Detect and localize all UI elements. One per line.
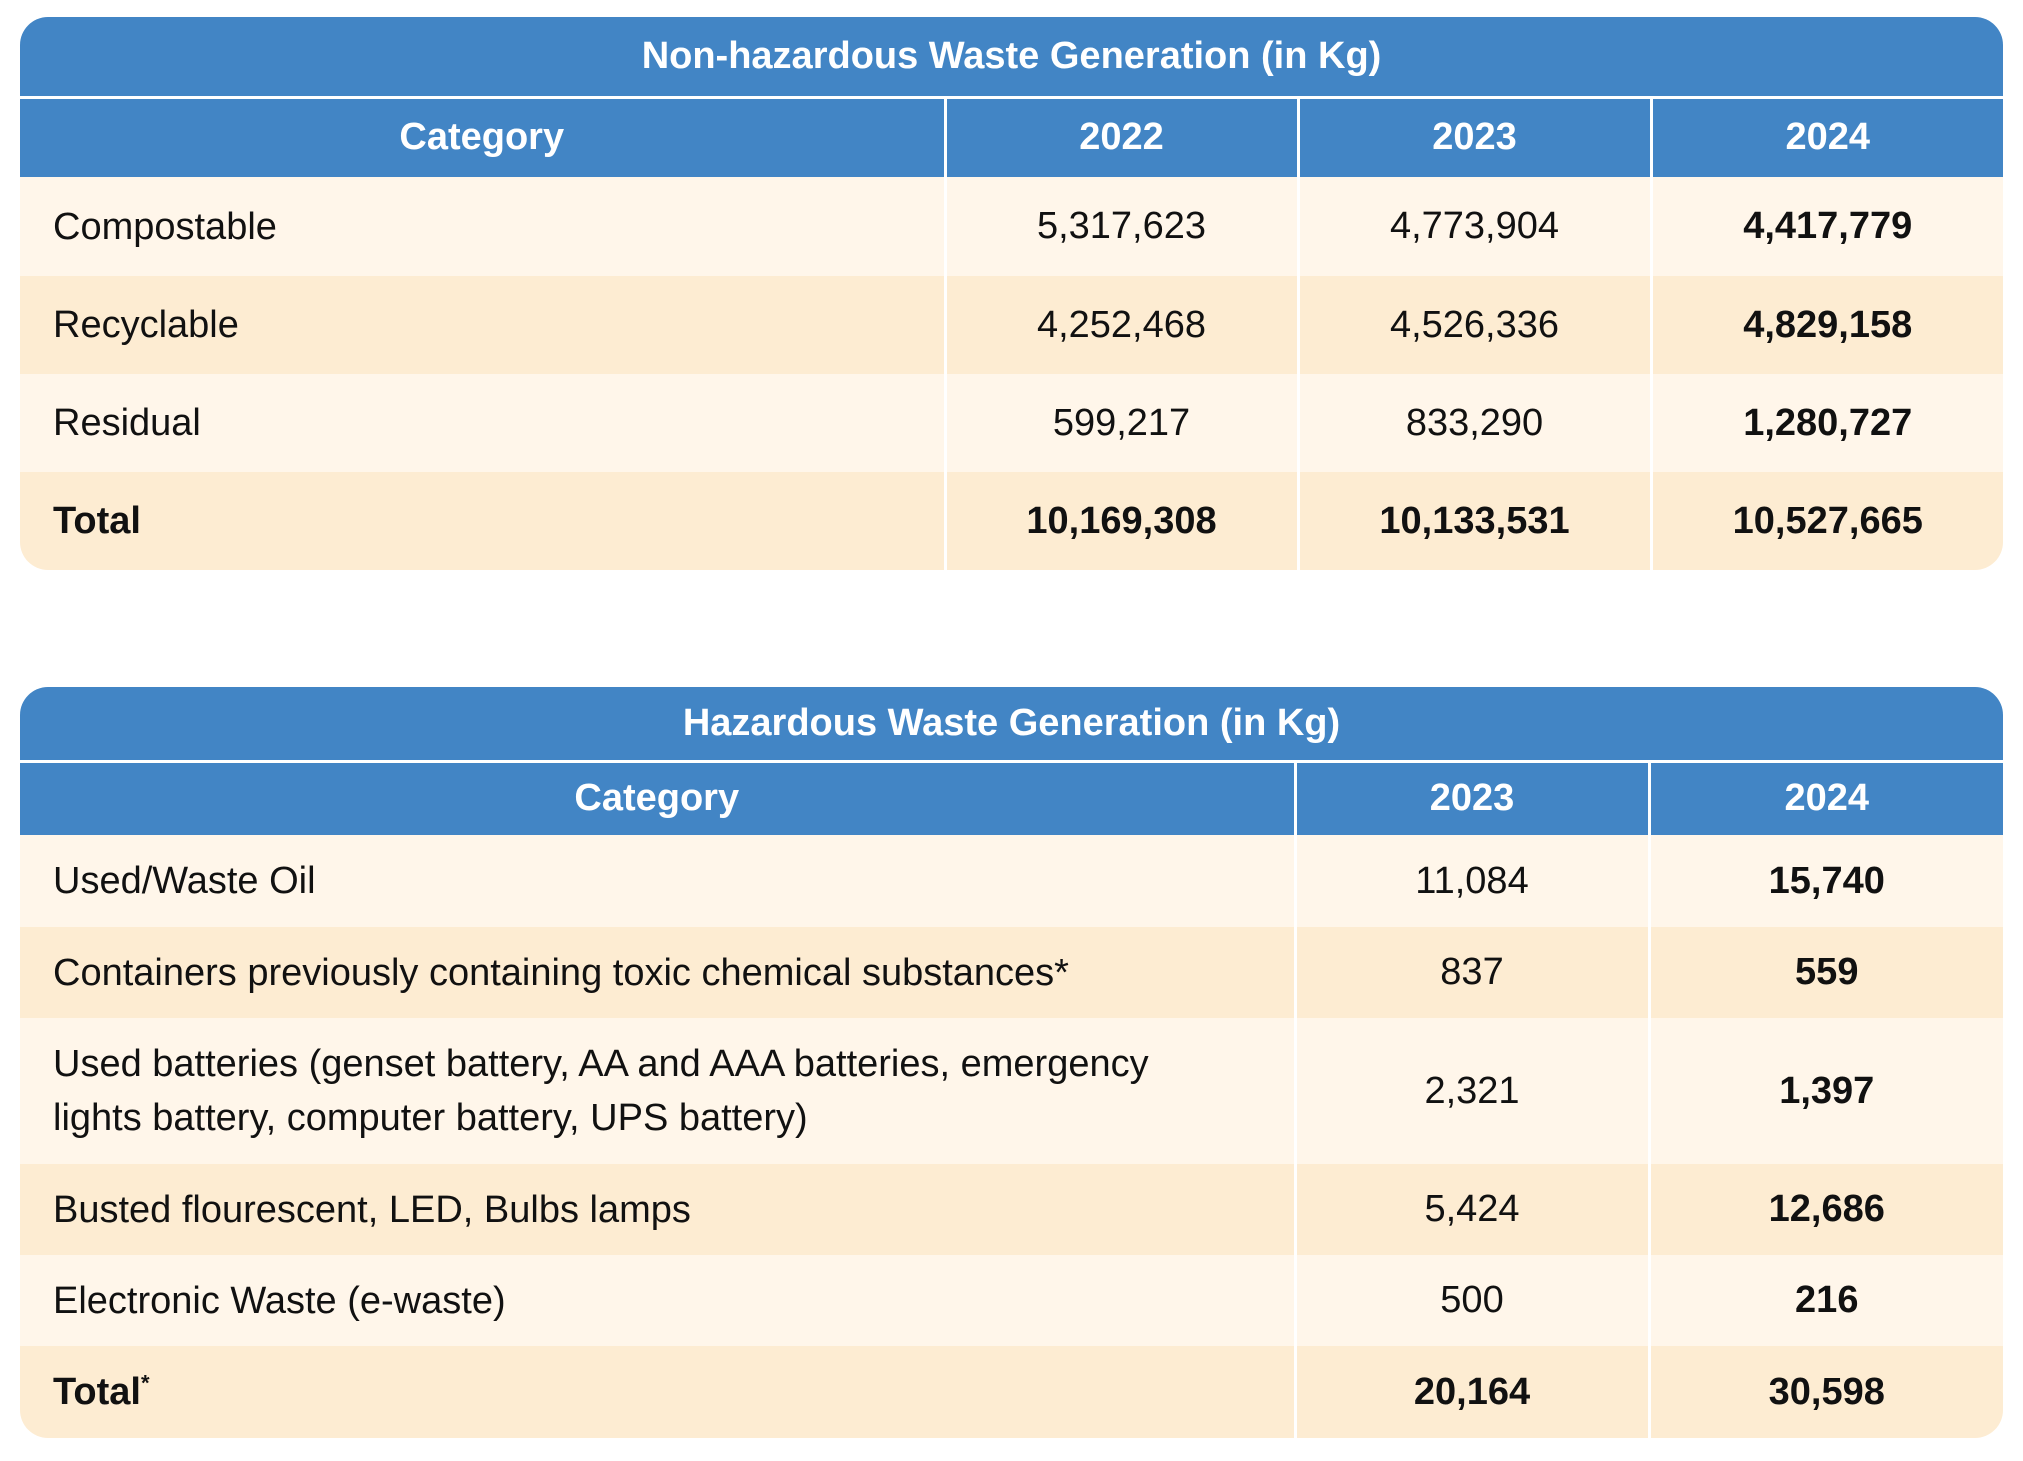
- table-row: Used batteries (genset battery, AA and A…: [20, 1018, 2003, 1164]
- cell-2024: 216: [1649, 1255, 2003, 1346]
- column-header-2022: 2022: [945, 97, 1300, 177]
- non-hazardous-waste-table: Non-hazardous Waste Generation (in Kg) C…: [20, 17, 2003, 570]
- table-title: Hazardous Waste Generation (in Kg): [20, 687, 2003, 763]
- cell-2024: 15,740: [1649, 835, 2003, 927]
- column-header-category: Category: [20, 761, 1297, 835]
- row-category: Busted flourescent, LED, Bulbs lamps: [20, 1164, 1297, 1255]
- total-label: Total*: [20, 1346, 1297, 1438]
- row-category: Recyclable: [20, 276, 947, 374]
- cell-2022: 5,317,623: [945, 177, 1300, 276]
- total-2023: 20,164: [1295, 1346, 1651, 1438]
- non-hazardous-waste-table-card: Non-hazardous Waste Generation (in Kg) C…: [20, 17, 2003, 570]
- hazardous-waste-table: Hazardous Waste Generation (in Kg) Categ…: [20, 687, 2003, 1438]
- total-label: Total: [20, 472, 947, 570]
- cell-2024: 1,397: [1649, 1018, 2003, 1164]
- cell-2023: 4,773,904: [1298, 177, 1653, 276]
- row-category-line: Used batteries (genset battery, AA and A…: [53, 1043, 1149, 1085]
- cell-2024: 12,686: [1649, 1164, 2003, 1255]
- table-row: Recyclable 4,252,468 4,526,336 4,829,158: [20, 276, 2003, 374]
- column-header-category: Category: [20, 97, 947, 177]
- row-category: Compostable: [20, 177, 947, 276]
- cell-2024: 4,417,779: [1651, 177, 2003, 276]
- table-row: Electronic Waste (e-waste) 500 216: [20, 1255, 2003, 1346]
- footnote-marker: *: [140, 1370, 150, 1396]
- hazardous-waste-table-card: Hazardous Waste Generation (in Kg) Categ…: [20, 687, 2003, 1438]
- cell-2023: 833,290: [1298, 374, 1653, 472]
- row-category: Residual: [20, 374, 947, 472]
- row-category-line: lights battery, computer battery, UPS ba…: [53, 1097, 808, 1139]
- column-header-2024: 2024: [1651, 97, 2003, 177]
- cell-2023: 2,321: [1295, 1018, 1651, 1164]
- row-category: Electronic Waste (e-waste): [20, 1255, 1297, 1346]
- cell-2023: 11,084: [1295, 835, 1651, 927]
- cell-2023: 500: [1295, 1255, 1651, 1346]
- table-row: Used/Waste Oil 11,084 15,740: [20, 835, 2003, 927]
- table-title: Non-hazardous Waste Generation (in Kg): [20, 17, 2003, 99]
- cell-2022: 4,252,468: [945, 276, 1300, 374]
- column-header-2023: 2023: [1298, 97, 1653, 177]
- cell-2024: 4,829,158: [1651, 276, 2003, 374]
- column-header-2024: 2024: [1649, 761, 2003, 835]
- total-2024: 10,527,665: [1651, 472, 2003, 570]
- table-row: Busted flourescent, LED, Bulbs lamps 5,4…: [20, 1164, 2003, 1255]
- total-row: Total* 20,164 30,598: [20, 1346, 2003, 1438]
- cell-2023: 837: [1295, 927, 1651, 1018]
- row-category: Containers previously containing toxic c…: [20, 927, 1297, 1018]
- total-row: Total 10,169,308 10,133,531 10,527,665: [20, 472, 2003, 570]
- cell-2023: 4,526,336: [1298, 276, 1653, 374]
- table-row: Compostable 5,317,623 4,773,904 4,417,77…: [20, 177, 2003, 276]
- total-label-text: Total: [53, 1371, 141, 1413]
- total-2022: 10,169,308: [945, 472, 1300, 570]
- cell-2022: 599,217: [945, 374, 1300, 472]
- row-category: Used batteries (genset battery, AA and A…: [20, 1018, 1297, 1164]
- column-header-2023: 2023: [1295, 761, 1651, 835]
- table-row: Residual 599,217 833,290 1,280,727: [20, 374, 2003, 472]
- row-category: Used/Waste Oil: [20, 835, 1297, 927]
- table-row: Containers previously containing toxic c…: [20, 927, 2003, 1018]
- cell-2023: 5,424: [1295, 1164, 1651, 1255]
- total-2023: 10,133,531: [1298, 472, 1653, 570]
- cell-2024: 559: [1649, 927, 2003, 1018]
- total-2024: 30,598: [1649, 1346, 2003, 1438]
- cell-2024: 1,280,727: [1651, 374, 2003, 472]
